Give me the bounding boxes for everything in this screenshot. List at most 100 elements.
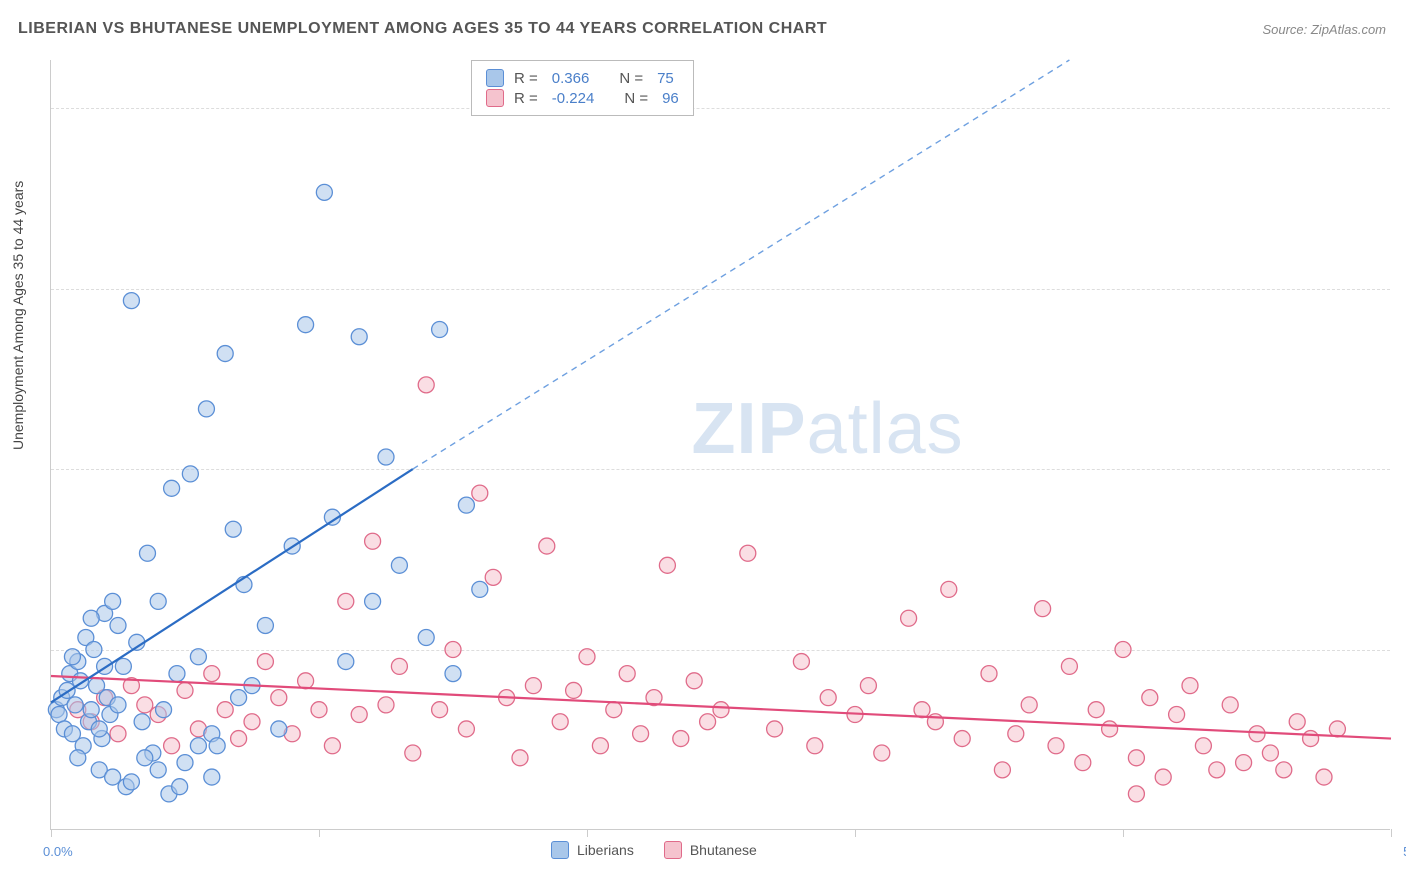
data-point: [458, 497, 474, 513]
data-point: [525, 678, 541, 694]
data-point: [512, 750, 528, 766]
data-point: [365, 593, 381, 609]
data-point: [874, 745, 890, 761]
data-point: [1088, 702, 1104, 718]
data-point: [1142, 690, 1158, 706]
data-point: [472, 581, 488, 597]
legend-label-bhutanese: Bhutanese: [690, 842, 757, 858]
data-point: [1128, 786, 1144, 802]
data-point: [1048, 738, 1064, 754]
data-point: [105, 769, 121, 785]
data-point: [257, 654, 273, 670]
data-point: [700, 714, 716, 730]
data-point: [271, 690, 287, 706]
data-point: [209, 738, 225, 754]
data-point: [659, 557, 675, 573]
data-point: [123, 774, 139, 790]
data-point: [1115, 642, 1131, 658]
data-point: [954, 731, 970, 747]
source-attribution: Source: ZipAtlas.com: [1262, 22, 1386, 37]
data-point: [793, 654, 809, 670]
data-point: [445, 642, 461, 658]
swatch-liberians: [551, 841, 569, 859]
data-point: [198, 401, 214, 417]
r-label: R =: [514, 90, 538, 107]
n-label: N =: [619, 70, 643, 87]
y-axis-label: Unemployment Among Ages 35 to 44 years: [10, 181, 26, 450]
data-point: [231, 731, 247, 747]
data-point: [123, 293, 139, 309]
data-point: [1209, 762, 1225, 778]
data-point: [110, 697, 126, 713]
data-point: [405, 745, 421, 761]
data-point: [110, 726, 126, 742]
data-point: [941, 581, 957, 597]
r-value-liberians: 0.366: [552, 70, 590, 87]
data-point: [1195, 738, 1211, 754]
data-point: [619, 666, 635, 682]
data-point: [1128, 750, 1144, 766]
data-point: [914, 702, 930, 718]
n-label: N =: [624, 90, 648, 107]
data-point: [1008, 726, 1024, 742]
data-point: [767, 721, 783, 737]
swatch-liberians: [486, 69, 504, 87]
data-point: [86, 642, 102, 658]
data-point: [391, 658, 407, 674]
data-point: [137, 750, 153, 766]
data-point: [298, 317, 314, 333]
data-point: [271, 721, 287, 737]
data-point: [1075, 755, 1091, 771]
legend-item-bhutanese: Bhutanese: [664, 841, 757, 859]
swatch-bhutanese: [486, 89, 504, 107]
data-point: [150, 593, 166, 609]
data-point: [316, 184, 332, 200]
data-point: [807, 738, 823, 754]
data-point: [391, 557, 407, 573]
r-value-bhutanese: -0.224: [552, 90, 595, 107]
data-point: [298, 673, 314, 689]
data-point: [1021, 697, 1037, 713]
data-point: [139, 545, 155, 561]
data-point: [182, 466, 198, 482]
data-point: [901, 610, 917, 626]
data-point: [592, 738, 608, 754]
data-point: [217, 702, 233, 718]
data-point: [418, 630, 434, 646]
data-point: [1303, 731, 1319, 747]
data-point: [539, 538, 555, 554]
legend-row-liberians: R = 0.366 N = 75: [486, 69, 679, 87]
data-point: [1035, 601, 1051, 617]
data-point: [432, 322, 448, 338]
data-point: [311, 702, 327, 718]
data-point: [115, 658, 131, 674]
data-point: [91, 721, 107, 737]
data-point: [217, 346, 233, 362]
data-point: [257, 617, 273, 633]
data-point: [190, 649, 206, 665]
data-point: [177, 755, 193, 771]
chart-title: LIBERIAN VS BHUTANESE UNEMPLOYMENT AMONG…: [18, 20, 827, 38]
data-point: [338, 593, 354, 609]
trend-line: [51, 469, 413, 702]
data-point: [606, 702, 622, 718]
data-point: [860, 678, 876, 694]
data-point: [552, 714, 568, 730]
data-point: [378, 449, 394, 465]
n-value-liberians: 75: [657, 70, 674, 87]
data-point: [365, 533, 381, 549]
data-point: [105, 593, 121, 609]
data-point: [83, 610, 99, 626]
data-point: [64, 649, 80, 665]
data-point: [169, 666, 185, 682]
legend-label-liberians: Liberians: [577, 842, 634, 858]
swatch-bhutanese: [664, 841, 682, 859]
data-point: [472, 485, 488, 501]
n-value-bhutanese: 96: [662, 90, 679, 107]
data-point: [994, 762, 1010, 778]
series-legend: Liberians Bhutanese: [551, 841, 757, 859]
data-point: [225, 521, 241, 537]
data-point: [110, 617, 126, 633]
data-point: [83, 702, 99, 718]
legend-row-bhutanese: R = -0.224 N = 96: [486, 89, 679, 107]
